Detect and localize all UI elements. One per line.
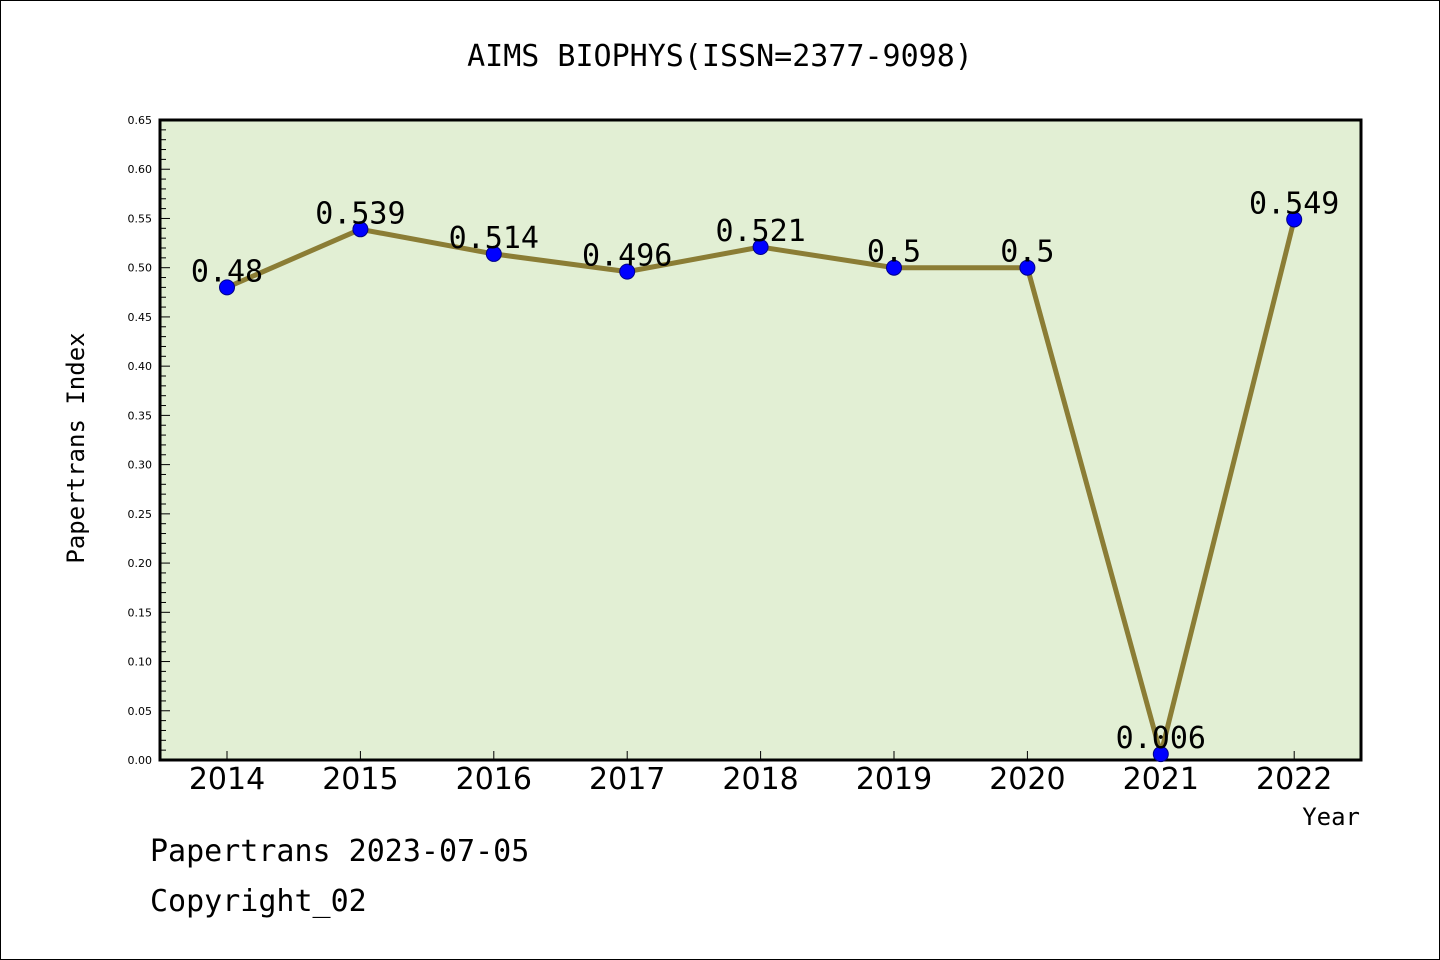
y-tick-label: 0.50 (128, 262, 153, 275)
y-tick-label: 0.40 (128, 360, 153, 373)
y-tick-label: 0.15 (128, 606, 153, 619)
data-label: 0.514 (449, 221, 539, 256)
y-tick-label: 0.35 (128, 409, 153, 422)
y-axis-ticks: 0.00 0.05 0.10 0.15 0.20 0.25 0.30 0.35 0.40 0.45… (128, 114, 170, 767)
data-label: 0.521 (715, 214, 805, 249)
data-point-marker (752, 239, 769, 256)
data-label: 0.48 (191, 254, 263, 289)
y-tick-label: 0.60 (128, 163, 153, 176)
y-tick-label: 0.25 (128, 508, 153, 521)
data-point-marker (1019, 259, 1036, 276)
y-tick-label: 0.20 (128, 557, 153, 570)
x-tick-label: 2016 (456, 762, 532, 797)
data-labels: 0.48 0.539 0.514 0.496 0.521 0.5 0.5 0.006 0.549 (191, 186, 1339, 756)
y-tick-label: 0.30 (128, 459, 153, 472)
data-label: 0.5 (1000, 235, 1054, 270)
x-tick-label: 2019 (856, 762, 932, 797)
data-point-marker (219, 279, 235, 296)
x-axis-ticks: 2014 2015 2016 2017 2018 2019 2020 2021 2022 (189, 751, 1332, 797)
data-point-marker (886, 259, 902, 276)
y-axis-label: Papertrans Index (62, 332, 90, 563)
data-label: 0.496 (582, 239, 672, 274)
y-tick-label: 0.10 (128, 656, 153, 669)
data-label: 0.549 (1249, 186, 1339, 221)
data-point-marker (485, 245, 502, 262)
y-tick-label: 0.65 (128, 114, 153, 127)
x-tick-label: 2017 (589, 762, 665, 797)
chart-title: AIMS BIOPHYS(ISSN=2377-9098) (467, 39, 973, 74)
data-point-marker (1152, 746, 1169, 763)
x-tick-label: 2022 (1256, 762, 1332, 797)
data-label: 0.006 (1116, 721, 1206, 756)
x-tick-label: 2018 (722, 762, 798, 797)
x-tick-label: 2021 (1123, 762, 1199, 797)
data-label: 0.5 (867, 235, 921, 270)
footer-date: Papertrans 2023-07-05 (150, 834, 530, 869)
x-tick-label: 2014 (189, 762, 265, 797)
footer-copyright: Copyright_02 (150, 884, 367, 919)
data-point-marker (1286, 211, 1303, 228)
x-axis-label: Year (1302, 803, 1360, 831)
data-point-marker (619, 263, 636, 280)
x-tick-label: 2020 (989, 762, 1065, 797)
y-tick-label: 0.45 (128, 311, 153, 324)
y-tick-label: 0.05 (128, 705, 153, 718)
data-markers (219, 211, 1303, 763)
data-label: 0.539 (315, 196, 405, 231)
x-tick-label: 2015 (322, 762, 398, 797)
y-tick-label: 0.55 (128, 212, 153, 225)
data-point-marker (352, 221, 369, 238)
y-tick-label: 0.00 (128, 754, 153, 767)
